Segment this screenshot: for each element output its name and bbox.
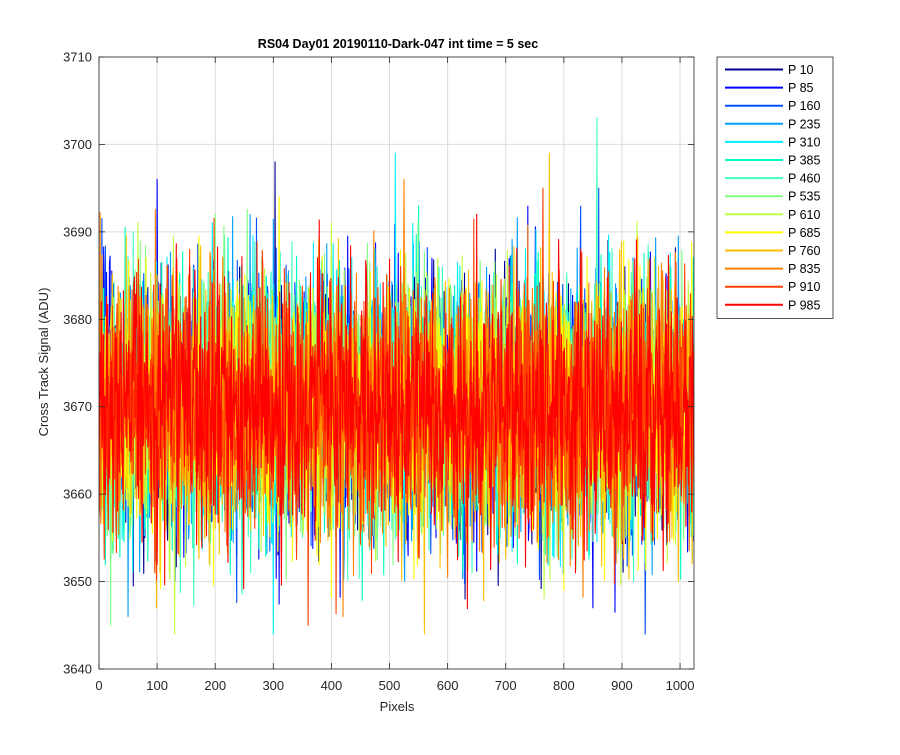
legend: P 10 P 85 P 160 P 235 P 310 P 385 P 460 P 535 P …	[716, 56, 834, 319]
legend-label: P 760	[788, 244, 820, 258]
series-line	[99, 213, 694, 610]
x-tick-label: 800	[553, 678, 575, 693]
legend-label: P 685	[788, 226, 820, 240]
legend-label: P 835	[788, 262, 820, 276]
x-tick-label: 600	[437, 678, 459, 693]
legend-label: P 160	[788, 99, 820, 113]
legend-label: P 385	[788, 154, 820, 168]
plot-frame	[98, 56, 695, 670]
legend-label: P 535	[788, 190, 820, 204]
x-tick-label: 300	[262, 678, 284, 693]
series-layer	[99, 117, 694, 635]
x-tick-label: 700	[495, 678, 517, 693]
legend-box	[716, 56, 834, 319]
y-tick-label: 3700	[63, 137, 92, 152]
legend-label: P 985	[788, 298, 820, 312]
chart-title: RS04 Day01 20190110-Dark-047 int time = …	[258, 37, 538, 51]
y-tick-label: 3690	[63, 224, 92, 239]
y-tick-label: 3670	[63, 399, 92, 414]
y-tick-label: 3650	[63, 574, 92, 589]
x-axis-label: Pixels	[380, 699, 415, 714]
axis-ticks: 0 100 200 300 400 500 600 700 800 900 1000 3640 3650…	[63, 50, 694, 694]
x-tick-label: 0	[95, 678, 102, 693]
legend-label: P 610	[788, 208, 820, 222]
legend-label: P 310	[788, 135, 820, 149]
x-tick-label: 1000	[666, 678, 695, 693]
y-tick-label: 3660	[63, 487, 92, 502]
legend-label: P 910	[788, 280, 820, 294]
x-tick-label: 900	[611, 678, 633, 693]
legend-label: P 460	[788, 172, 820, 186]
x-tick-label: 500	[379, 678, 401, 693]
x-tick-label: 100	[146, 678, 168, 693]
y-tick-label: 3680	[63, 312, 92, 327]
y-tick-label: 3710	[63, 50, 92, 65]
legend-label: P 235	[788, 117, 820, 131]
x-tick-label: 400	[321, 678, 343, 693]
y-axis-label: Cross Track Signal (ADU)	[36, 288, 51, 437]
legend-label: P 10	[788, 63, 814, 77]
y-tick-label: 3640	[63, 662, 92, 677]
x-tick-label: 200	[204, 678, 226, 693]
legend-label: P 85	[788, 81, 814, 95]
